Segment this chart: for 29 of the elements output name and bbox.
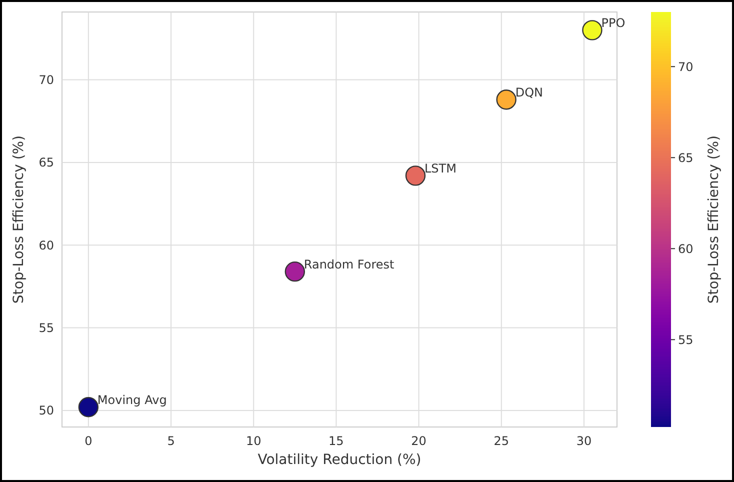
y-tick-label: 55 [38, 320, 54, 335]
point [496, 90, 516, 110]
color-bar-label: 60 [678, 242, 694, 256]
y-tick-label: 50 [38, 404, 54, 418]
annotation: PPO [601, 16, 626, 30]
x-tick-label: 20 [411, 434, 426, 448]
color-bar-label: 55 [678, 332, 694, 347]
y-tick-label: 60 [38, 238, 54, 252]
annotation: Moving Avg [97, 393, 167, 408]
color-bar-title: Stop-Loss Efficiency (%) [706, 135, 722, 304]
color-bar-label: 70 [678, 60, 694, 74]
point [405, 166, 426, 186]
x-tick-label: 5 [167, 434, 175, 448]
annotation: Random Forest [304, 258, 395, 272]
color-bar-label: 65 [678, 150, 694, 165]
x-tick-label: 30 [576, 434, 592, 448]
y-tick-label: 70 [38, 72, 54, 87]
x-tick-label: 25 [494, 434, 510, 448]
x-tick-label: 0 [84, 434, 92, 448]
annotation: DQN [515, 86, 543, 100]
x-axis-title: Volatility Reduction (%) [258, 452, 422, 468]
point [284, 262, 305, 282]
x-tick-label: 15 [328, 434, 344, 448]
x-tick-label: 10 [246, 434, 262, 448]
point [582, 20, 602, 40]
annotation: LSTM [424, 162, 456, 176]
y-axis-title: Stop-Loss Efficiency (%) [11, 135, 27, 304]
point [78, 397, 99, 418]
y-tick-label: 65 [38, 156, 54, 170]
